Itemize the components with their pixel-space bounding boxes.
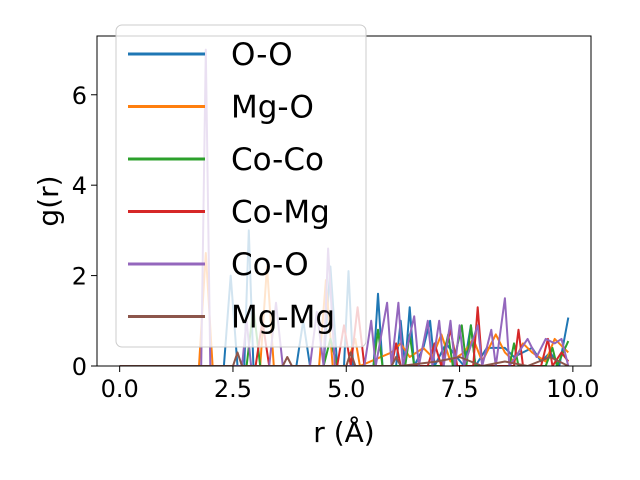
- x-axis-label: r (Å): [313, 415, 374, 449]
- legend-label: Co-Mg: [231, 195, 330, 231]
- x-tick-label: 5.0: [327, 375, 365, 403]
- x-tick-label: 7.5: [440, 375, 478, 403]
- x-tick-label: 2.5: [214, 375, 252, 403]
- x-axis: 0.0 2.5 5.0 7.5 10.0: [101, 366, 600, 403]
- series-line-mg-mg: [119, 351, 569, 366]
- y-axis: 0 2 4 6: [72, 82, 97, 381]
- legend-label: O-O: [231, 37, 293, 73]
- y-tick-label: 6: [72, 82, 87, 110]
- legend-label: Co-Co: [231, 142, 324, 178]
- x-tick-label: 0.0: [101, 375, 139, 403]
- y-axis-label: g(r): [32, 175, 65, 226]
- series-line-o-o: [119, 229, 570, 366]
- y-tick-label: 2: [72, 263, 87, 291]
- y-tick-label: 0: [72, 353, 87, 381]
- legend-label: Mg-O: [231, 90, 314, 126]
- series-line-co-co: [119, 306, 570, 366]
- y-tick-label: 4: [72, 172, 87, 200]
- x-tick-label: 10.0: [546, 375, 599, 403]
- legend: O-O Mg-O Co-Co Co-Mg Co-O Mg-Mg: [115, 24, 367, 348]
- legend-label: Mg-Mg: [231, 300, 335, 336]
- legend-label: Co-O: [231, 247, 309, 283]
